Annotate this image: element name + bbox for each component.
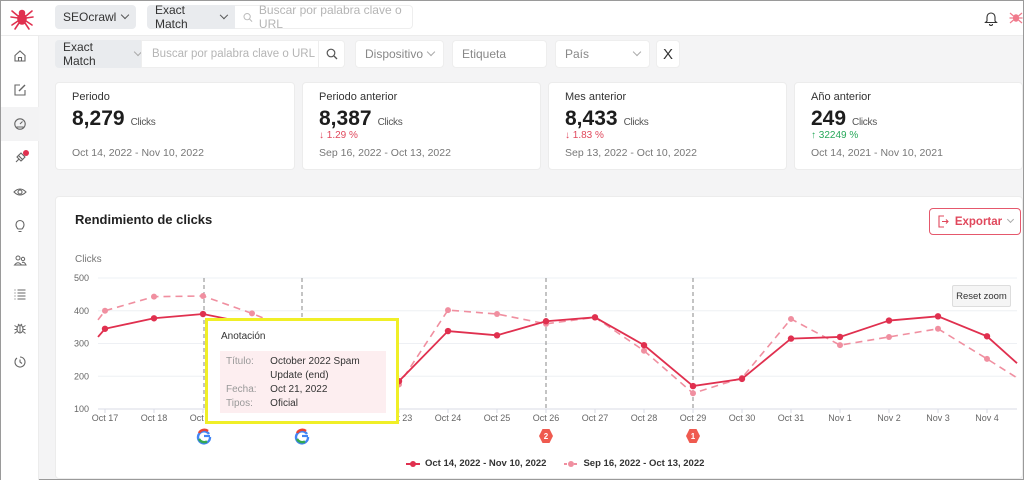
sidebar (1, 36, 39, 480)
notification-badge (23, 150, 29, 156)
chart-legend: Oct 14, 2022 - Nov 10, 2022 Sep 16, 2022… (406, 458, 704, 469)
chevron-down-icon (121, 10, 130, 20)
list-icon (14, 289, 26, 300)
kpi-value: 249 (811, 107, 847, 130)
spider-logo-icon[interactable] (9, 5, 35, 31)
kpi-card-period: Periodo 8,279 Clicks Oct 14, 2022 - Nov 1… (55, 82, 295, 170)
eye-icon (13, 188, 27, 196)
kpi-date-range: Sep 16, 2022 - Oct 13, 2022 (319, 147, 451, 159)
close-icon: X (662, 45, 673, 63)
sidebar-item-visibility[interactable] (1, 175, 39, 209)
kpi-card-previous-month: Mes anterior 8,433 Clicks ↓ 1.83 % Sep 13… (548, 82, 787, 170)
legend-marker-icon (564, 460, 579, 467)
reset-zoom-button[interactable]: Reset zoom (952, 285, 1011, 307)
search-icon (326, 48, 337, 60)
kpi-delta: ↑ 32249 % (811, 130, 859, 141)
search-icon (243, 12, 253, 22)
clear-filters-button[interactable]: X (656, 40, 680, 68)
sidebar-item-alerts[interactable] (1, 141, 39, 175)
bug-icon (14, 323, 26, 334)
home-icon (14, 50, 26, 62)
history-icon (14, 356, 26, 368)
search-button[interactable] (319, 40, 345, 68)
top-search-input[interactable]: Buscar por palabra clave o URL (235, 3, 413, 31)
edit-icon (14, 84, 26, 96)
country-select[interactable]: País (555, 40, 650, 68)
kpi-delta: ↓ 1.29 % (319, 130, 358, 141)
sidebar-item-ideas[interactable] (1, 209, 39, 243)
sidebar-item-bugs[interactable] (1, 311, 39, 345)
kpi-delta: ↓ 1.83 % (565, 130, 604, 141)
lightbulb-icon (15, 219, 25, 233)
gauge-icon (14, 118, 26, 130)
tooltip-title: Anotación (221, 331, 266, 342)
legend-marker-icon (406, 460, 420, 467)
legend-item-current[interactable]: Oct 14, 2022 - Nov 10, 2022 (406, 458, 546, 469)
kpi-value: 8,387 (319, 107, 372, 130)
chevron-down-icon (426, 47, 436, 57)
chevron-down-icon (1007, 215, 1015, 224)
tooltip-row-date: Fecha: Oct 21, 2022 (226, 384, 328, 395)
keyword-search-input[interactable]: Buscar por palabra clave o URL (141, 40, 319, 68)
sidebar-item-list[interactable] (1, 277, 39, 311)
chevron-down-icon (632, 47, 642, 57)
sidebar-item-history[interactable] (1, 345, 39, 379)
kpi-date-range: Sep 13, 2022 - Oct 10, 2022 (565, 147, 697, 159)
device-select[interactable]: Dispositivo (355, 40, 444, 68)
kpi-card-previous-year: Año anterior 249 Clicks ↑ 32249 % Oct 14,… (794, 82, 1023, 170)
user-avatar-icon[interactable] (1009, 9, 1023, 25)
bell-icon[interactable] (984, 10, 998, 26)
kpi-date-range: Oct 14, 2022 - Nov 10, 2022 (72, 147, 204, 159)
kpi-value: 8,279 (72, 107, 125, 130)
users-icon (13, 255, 27, 266)
match-type-select-top[interactable]: Exact Match (147, 3, 235, 31)
sidebar-item-edit[interactable] (1, 73, 39, 107)
legend-item-previous[interactable]: Sep 16, 2022 - Oct 13, 2022 (564, 458, 704, 469)
export-icon (938, 215, 949, 228)
chart-title: Rendimiento de clicks (75, 212, 213, 227)
sidebar-item-home[interactable] (1, 39, 39, 73)
tooltip-row-title: Título: October 2022 Spam Update (end) (226, 356, 360, 381)
sidebar-item-users[interactable] (1, 243, 39, 277)
export-button[interactable]: Exportar (929, 208, 1021, 235)
match-type-select[interactable]: Exact Match (55, 40, 143, 68)
chevron-down-icon (220, 10, 229, 20)
y-axis-title: Clicks (75, 254, 102, 265)
kpi-date-range: Oct 14, 2021 - Nov 10, 2021 (811, 147, 943, 159)
clicks-performance-card: Rendimiento de clicks Exportar Clicks Re… (55, 196, 1023, 479)
tooltip-row-type: Tipos: Oficial (226, 398, 298, 409)
tag-input[interactable]: Etiqueta (452, 40, 547, 68)
kpi-card-previous-period: Periodo anterior 8,387 Clicks ↓ 1.29 % Se… (302, 82, 541, 170)
project-select[interactable]: SEOcrawl (55, 5, 137, 29)
pin-icon (15, 152, 26, 163)
sidebar-item-dashboard[interactable] (1, 107, 39, 141)
kpi-value: 8,433 (565, 107, 618, 130)
annotation-tooltip: Anotación Título: October 2022 Spam Updat… (205, 318, 399, 424)
kpi-delta (72, 130, 278, 142)
top-bar: SEOcrawl Exact Match Buscar por palabra … (1, 1, 1023, 36)
